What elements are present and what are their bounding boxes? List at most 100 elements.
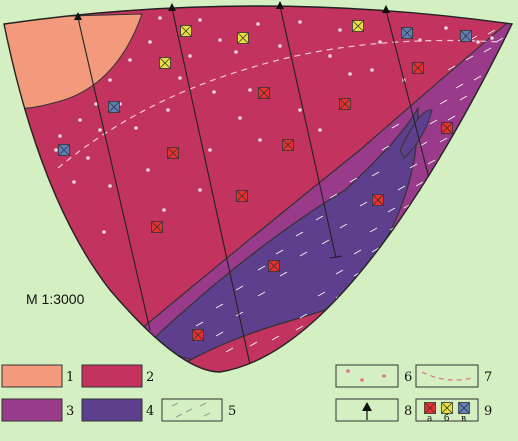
dash-mark bbox=[483, 47, 492, 53]
dash-mark bbox=[215, 331, 224, 337]
sample-marker-v bbox=[401, 27, 413, 39]
sample-marker-v bbox=[58, 144, 70, 156]
dot-mark bbox=[54, 148, 58, 152]
sample-marker-a bbox=[441, 122, 453, 134]
dot-mark bbox=[108, 184, 112, 188]
dash-mark bbox=[275, 249, 284, 255]
dash-mark bbox=[295, 325, 304, 331]
legend-item-6: 6 bbox=[335, 364, 412, 388]
dash-mark bbox=[465, 55, 474, 61]
dot-mark bbox=[162, 208, 166, 212]
dash-mark bbox=[391, 123, 400, 129]
dash-mark bbox=[409, 163, 418, 169]
dash-mark bbox=[381, 145, 390, 151]
dot-mark bbox=[490, 36, 494, 40]
legend-item-1: 1 bbox=[1, 364, 74, 388]
drill-marker-icon bbox=[362, 402, 372, 411]
dash-mark bbox=[399, 275, 408, 281]
dash-mark bbox=[299, 251, 308, 257]
sample-marker-b bbox=[180, 25, 192, 37]
dash-mark bbox=[249, 341, 258, 347]
dot-pattern bbox=[54, 16, 494, 234]
dot-mark bbox=[148, 40, 152, 44]
section-body bbox=[4, 6, 512, 372]
dash-mark bbox=[235, 285, 244, 291]
unit-2-fill bbox=[4, 6, 512, 372]
dash-mark bbox=[491, 65, 500, 71]
dot-mark bbox=[256, 22, 260, 26]
sample-marker-b bbox=[352, 20, 364, 32]
dash-mark bbox=[371, 247, 380, 253]
dot-mark bbox=[370, 68, 374, 72]
dash-mark bbox=[379, 295, 388, 301]
sample-v-icon bbox=[458, 402, 470, 414]
legend-item-4: 4 bbox=[81, 398, 154, 422]
legend-label-4: 4 bbox=[146, 404, 154, 419]
dash-mark bbox=[215, 303, 224, 309]
legend-label-1: 1 bbox=[66, 370, 74, 385]
dash-mark bbox=[317, 291, 326, 297]
dash-mark bbox=[195, 321, 204, 327]
legend-item-3: 3 bbox=[1, 398, 74, 422]
dot-mark bbox=[102, 230, 106, 234]
sample-marker-b bbox=[237, 32, 249, 44]
dash-mark bbox=[455, 129, 464, 135]
dash-mark bbox=[439, 99, 448, 105]
dash-mark bbox=[339, 223, 348, 229]
dash-mark bbox=[447, 65, 456, 71]
dot-mark bbox=[278, 44, 282, 48]
dash-mark bbox=[271, 335, 280, 341]
dot-mark bbox=[178, 76, 182, 80]
dash-mark bbox=[397, 185, 406, 191]
dash-mark bbox=[329, 193, 338, 199]
section-outline bbox=[3, 5, 514, 373]
dot-mark bbox=[298, 20, 302, 24]
drill-marker bbox=[168, 3, 176, 11]
dash-mark bbox=[353, 249, 362, 255]
sample-marker-a bbox=[236, 190, 248, 202]
dash-mark bbox=[415, 181, 424, 187]
legend: 1 2 3 4 5 6 7 bbox=[1, 364, 492, 424]
sample-marker-a bbox=[372, 194, 384, 206]
dash-mark bbox=[369, 227, 378, 233]
dash-mark bbox=[371, 171, 380, 177]
dash-mark bbox=[473, 75, 482, 81]
dot-mark bbox=[258, 138, 262, 142]
dot-mark bbox=[146, 168, 150, 172]
dash-mark bbox=[225, 347, 234, 353]
dash-mark bbox=[429, 119, 438, 125]
dash-mark bbox=[349, 177, 358, 183]
dot-mark bbox=[208, 148, 212, 152]
legend-item-7: 7 bbox=[415, 364, 492, 388]
dash-mark bbox=[279, 271, 288, 277]
dot-mark bbox=[78, 118, 82, 122]
dash-mark bbox=[257, 291, 266, 297]
sample-marker-a bbox=[412, 62, 424, 74]
legend-item-5: 5 bbox=[161, 398, 236, 422]
dot-mark bbox=[238, 116, 242, 120]
dash-mark bbox=[299, 313, 308, 319]
dash-mark bbox=[355, 315, 364, 321]
dash-mark bbox=[427, 159, 436, 165]
dot-mark bbox=[94, 102, 98, 106]
dot-mark bbox=[444, 26, 448, 30]
dot-mark bbox=[166, 108, 170, 112]
dash-mark bbox=[299, 347, 308, 353]
dot-mark bbox=[218, 38, 222, 42]
dot-mark bbox=[212, 90, 216, 94]
drill-markers bbox=[74, 1, 390, 20]
sample-marker-a bbox=[151, 221, 163, 233]
dot-mark bbox=[134, 126, 138, 130]
dash-mark bbox=[321, 239, 330, 245]
dot-mark bbox=[198, 188, 202, 192]
drill-marker bbox=[74, 12, 82, 20]
dot-mark bbox=[318, 128, 322, 132]
sample-marker-a bbox=[258, 87, 270, 99]
legend-label-3: 3 bbox=[66, 404, 74, 419]
dashed-boundary bbox=[57, 39, 501, 169]
dash-mark bbox=[419, 141, 428, 147]
drill-marker bbox=[382, 5, 390, 13]
scale-label: М 1:3000 bbox=[26, 291, 85, 307]
dash-mark bbox=[447, 115, 456, 121]
